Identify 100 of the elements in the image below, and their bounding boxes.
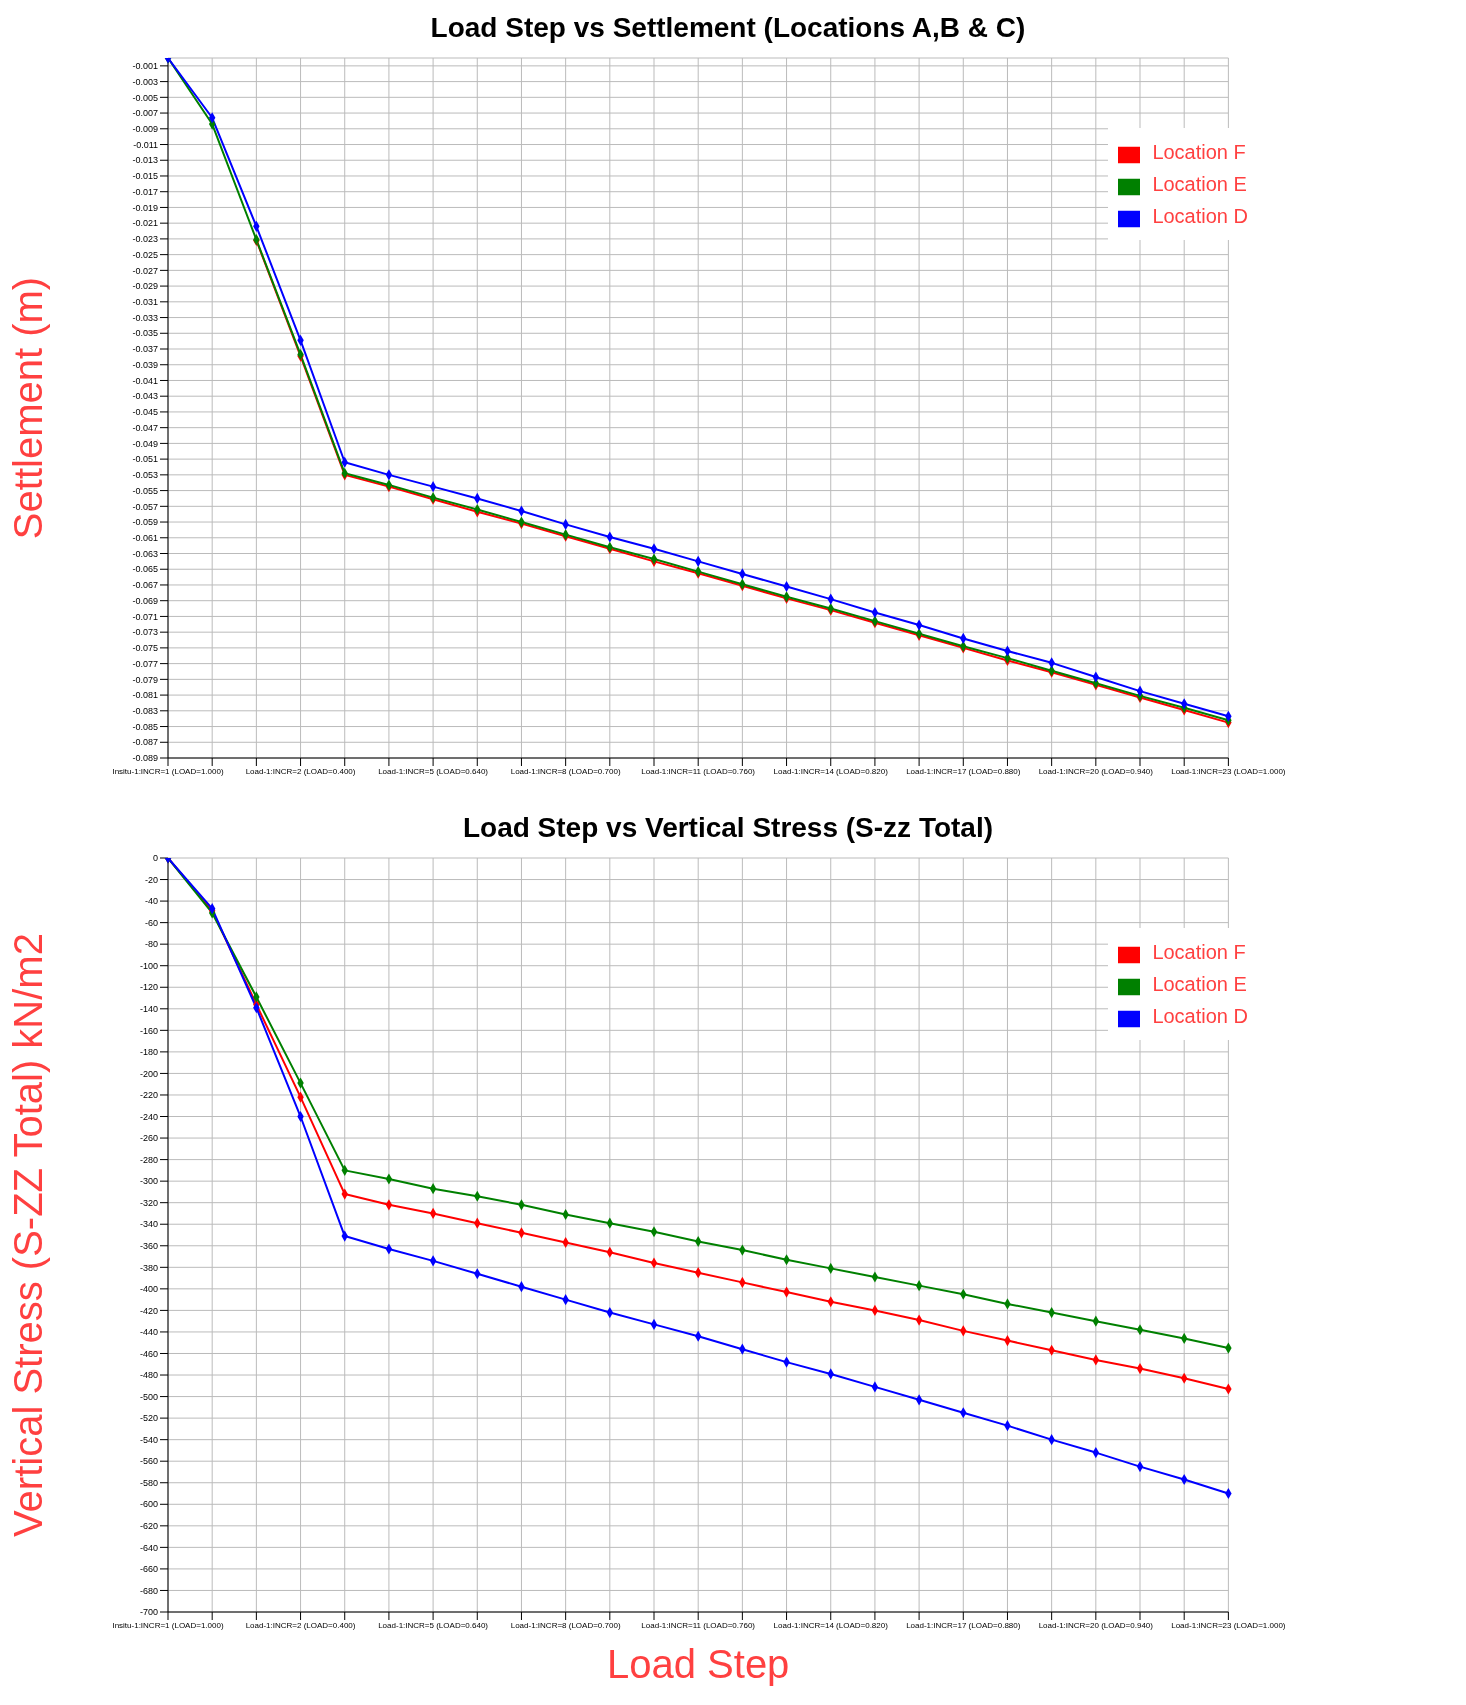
y-tick-label: -0.087	[132, 737, 158, 748]
x-tick-label: Load-1:INCR=20 (LOAD=0.940)	[1038, 766, 1154, 776]
y-tick-label: -400	[139, 1284, 158, 1295]
y-tick-label: -200	[139, 1068, 158, 1079]
y-tick-label: -700	[139, 1607, 158, 1618]
y-tick-label: -440	[139, 1327, 158, 1338]
legend-label: Location F	[1152, 941, 1246, 963]
x-tick-label: Load-1:INCR=17 (LOAD=0.880)	[906, 766, 1021, 776]
y-tick-label: -380	[139, 1262, 158, 1273]
y-tick-label: -0.039	[132, 359, 158, 370]
y-tick-label: -0.067	[132, 580, 158, 591]
y-tick-label: -0.055	[132, 485, 158, 496]
x-tick-label: Load-1:INCR=23 (LOAD=1.000)	[1171, 1620, 1286, 1630]
y-tick-label: -620	[139, 1521, 158, 1532]
y-tick-label: -0.079	[132, 674, 158, 685]
y-tick-label: -0.069	[132, 595, 158, 606]
chart-title: Load Step vs Vertical Stress (S-zz Total)	[461, 811, 995, 845]
y-tick-label: -100	[139, 960, 158, 971]
y-tick-label: -0.053	[132, 470, 158, 481]
y-tick-label: -0.019	[132, 202, 158, 213]
y-tick-label: -0.009	[132, 123, 158, 134]
y-tick-label: -0.025	[132, 249, 158, 260]
x-tick-label: Load-1:INCR=20 (LOAD=0.940)	[1038, 1620, 1154, 1630]
y-tick-label: -0.045	[132, 407, 158, 418]
x-tick-label: Load-1:INCR=8 (LOAD=0.700)	[510, 766, 621, 776]
y-axis-title: Vertical Stress (S-ZZ Total) kN/m2	[6, 933, 51, 1537]
y-tick-label: -0.033	[132, 312, 158, 323]
y-tick-label: -600	[139, 1499, 158, 1510]
y-tick-label: -0.085	[132, 721, 158, 732]
y-tick-label: -0.015	[132, 171, 158, 182]
y-tick-label: -0.077	[132, 658, 158, 669]
y-tick-label: -480	[139, 1370, 158, 1381]
y-tick-label: -0.057	[132, 501, 158, 512]
y-tick-label: -0.043	[132, 391, 158, 402]
y-tick-label: -160	[139, 1025, 158, 1036]
x-tick-label: Insitu-1:INCR=1 (LOAD=1.000)	[112, 766, 224, 776]
x-tick-label: Load-1:INCR=8 (LOAD=0.700)	[510, 1620, 621, 1630]
y-tick-label: -60	[144, 917, 158, 928]
y-tick-label: -560	[139, 1456, 158, 1467]
legend-label: Location D	[1152, 205, 1248, 227]
y-tick-label: -0.021	[132, 218, 158, 229]
y-tick-label: -0.005	[132, 92, 158, 103]
legend-label: Location E	[1152, 973, 1247, 995]
x-tick-label: Insitu-1:INCR=1 (LOAD=1.000)	[112, 1620, 224, 1630]
y-tick-label: -0.007	[132, 108, 158, 119]
y-tick-label: -0.037	[132, 344, 158, 355]
y-tick-label: -140	[139, 1003, 158, 1014]
y-tick-label: -0.047	[132, 422, 158, 433]
y-tick-label: -20	[144, 874, 158, 885]
legend-label: Location D	[1152, 1005, 1248, 1027]
y-tick-label: -460	[139, 1348, 158, 1359]
y-tick-label: -0.013	[132, 155, 158, 166]
x-tick-label: Load-1:INCR=5 (LOAD=0.640)	[378, 766, 489, 776]
y-tick-label: -220	[139, 1090, 158, 1101]
y-tick-label: -0.029	[132, 281, 158, 292]
y-axis-title: Settlement (m)	[6, 276, 51, 540]
y-tick-label: -500	[139, 1391, 158, 1402]
y-tick-label: -0.089	[132, 753, 158, 764]
y-tick-label: -0.075	[132, 643, 158, 654]
x-tick-label: Load-1:INCR=14 (LOAD=0.820)	[773, 766, 889, 776]
y-tick-label: -0.049	[132, 438, 158, 449]
chart-title: Load Step vs Settlement (Locations A,B & C)	[429, 11, 1027, 45]
legend-label: Location E	[1152, 173, 1247, 195]
y-tick-label: -260	[139, 1133, 158, 1144]
y-tick-label: -0.065	[132, 564, 158, 575]
y-tick-label: -120	[139, 982, 158, 993]
y-tick-label: -80	[144, 939, 158, 950]
y-tick-label: -420	[139, 1305, 158, 1316]
legend-label: Location F	[1152, 141, 1246, 163]
y-tick-label: -0.023	[132, 234, 158, 245]
x-tick-label: Load-1:INCR=2 (LOAD=0.400)	[245, 766, 356, 776]
y-tick-label: -0.051	[132, 454, 158, 465]
y-tick-label: -0.031	[132, 297, 158, 308]
y-tick-label: -680	[139, 1585, 158, 1596]
y-tick-label: -0.063	[132, 548, 158, 559]
y-tick-label: -0.059	[132, 517, 158, 528]
y-tick-label: -0.061	[132, 532, 158, 543]
y-tick-label: -540	[139, 1434, 158, 1445]
x-tick-label: Load-1:INCR=2 (LOAD=0.400)	[245, 1620, 356, 1630]
y-tick-label: -0.001	[132, 61, 158, 72]
y-tick-label: -0.003	[132, 76, 158, 87]
y-tick-label: -660	[139, 1564, 158, 1575]
y-tick-label: -0.027	[132, 265, 158, 276]
y-tick-label: -40	[144, 896, 158, 907]
x-tick-label: Load-1:INCR=11 (LOAD=0.760)	[641, 1620, 756, 1630]
y-tick-label: -0.071	[132, 611, 158, 622]
y-tick-label: -280	[139, 1154, 158, 1165]
y-tick-label: -0.081	[132, 690, 158, 701]
x-tick-label: Load-1:INCR=23 (LOAD=1.000)	[1171, 766, 1286, 776]
y-tick-label: -0.083	[132, 706, 158, 716]
x-tick-label: Load-1:INCR=14 (LOAD=0.820)	[773, 1620, 889, 1630]
y-tick-label: -0.073	[132, 627, 158, 638]
y-tick-label: -640	[139, 1542, 158, 1553]
y-tick-label: -360	[139, 1240, 158, 1251]
x-tick-label: Load-1:INCR=11 (LOAD=0.760)	[641, 766, 756, 776]
y-tick-label: -300	[139, 1176, 158, 1187]
y-tick-label: -0.035	[132, 328, 158, 339]
x-axis-title: Load Step	[606, 1642, 790, 1686]
y-tick-label: -0.041	[132, 375, 158, 386]
x-tick-label: Load-1:INCR=17 (LOAD=0.880)	[906, 1620, 1021, 1630]
